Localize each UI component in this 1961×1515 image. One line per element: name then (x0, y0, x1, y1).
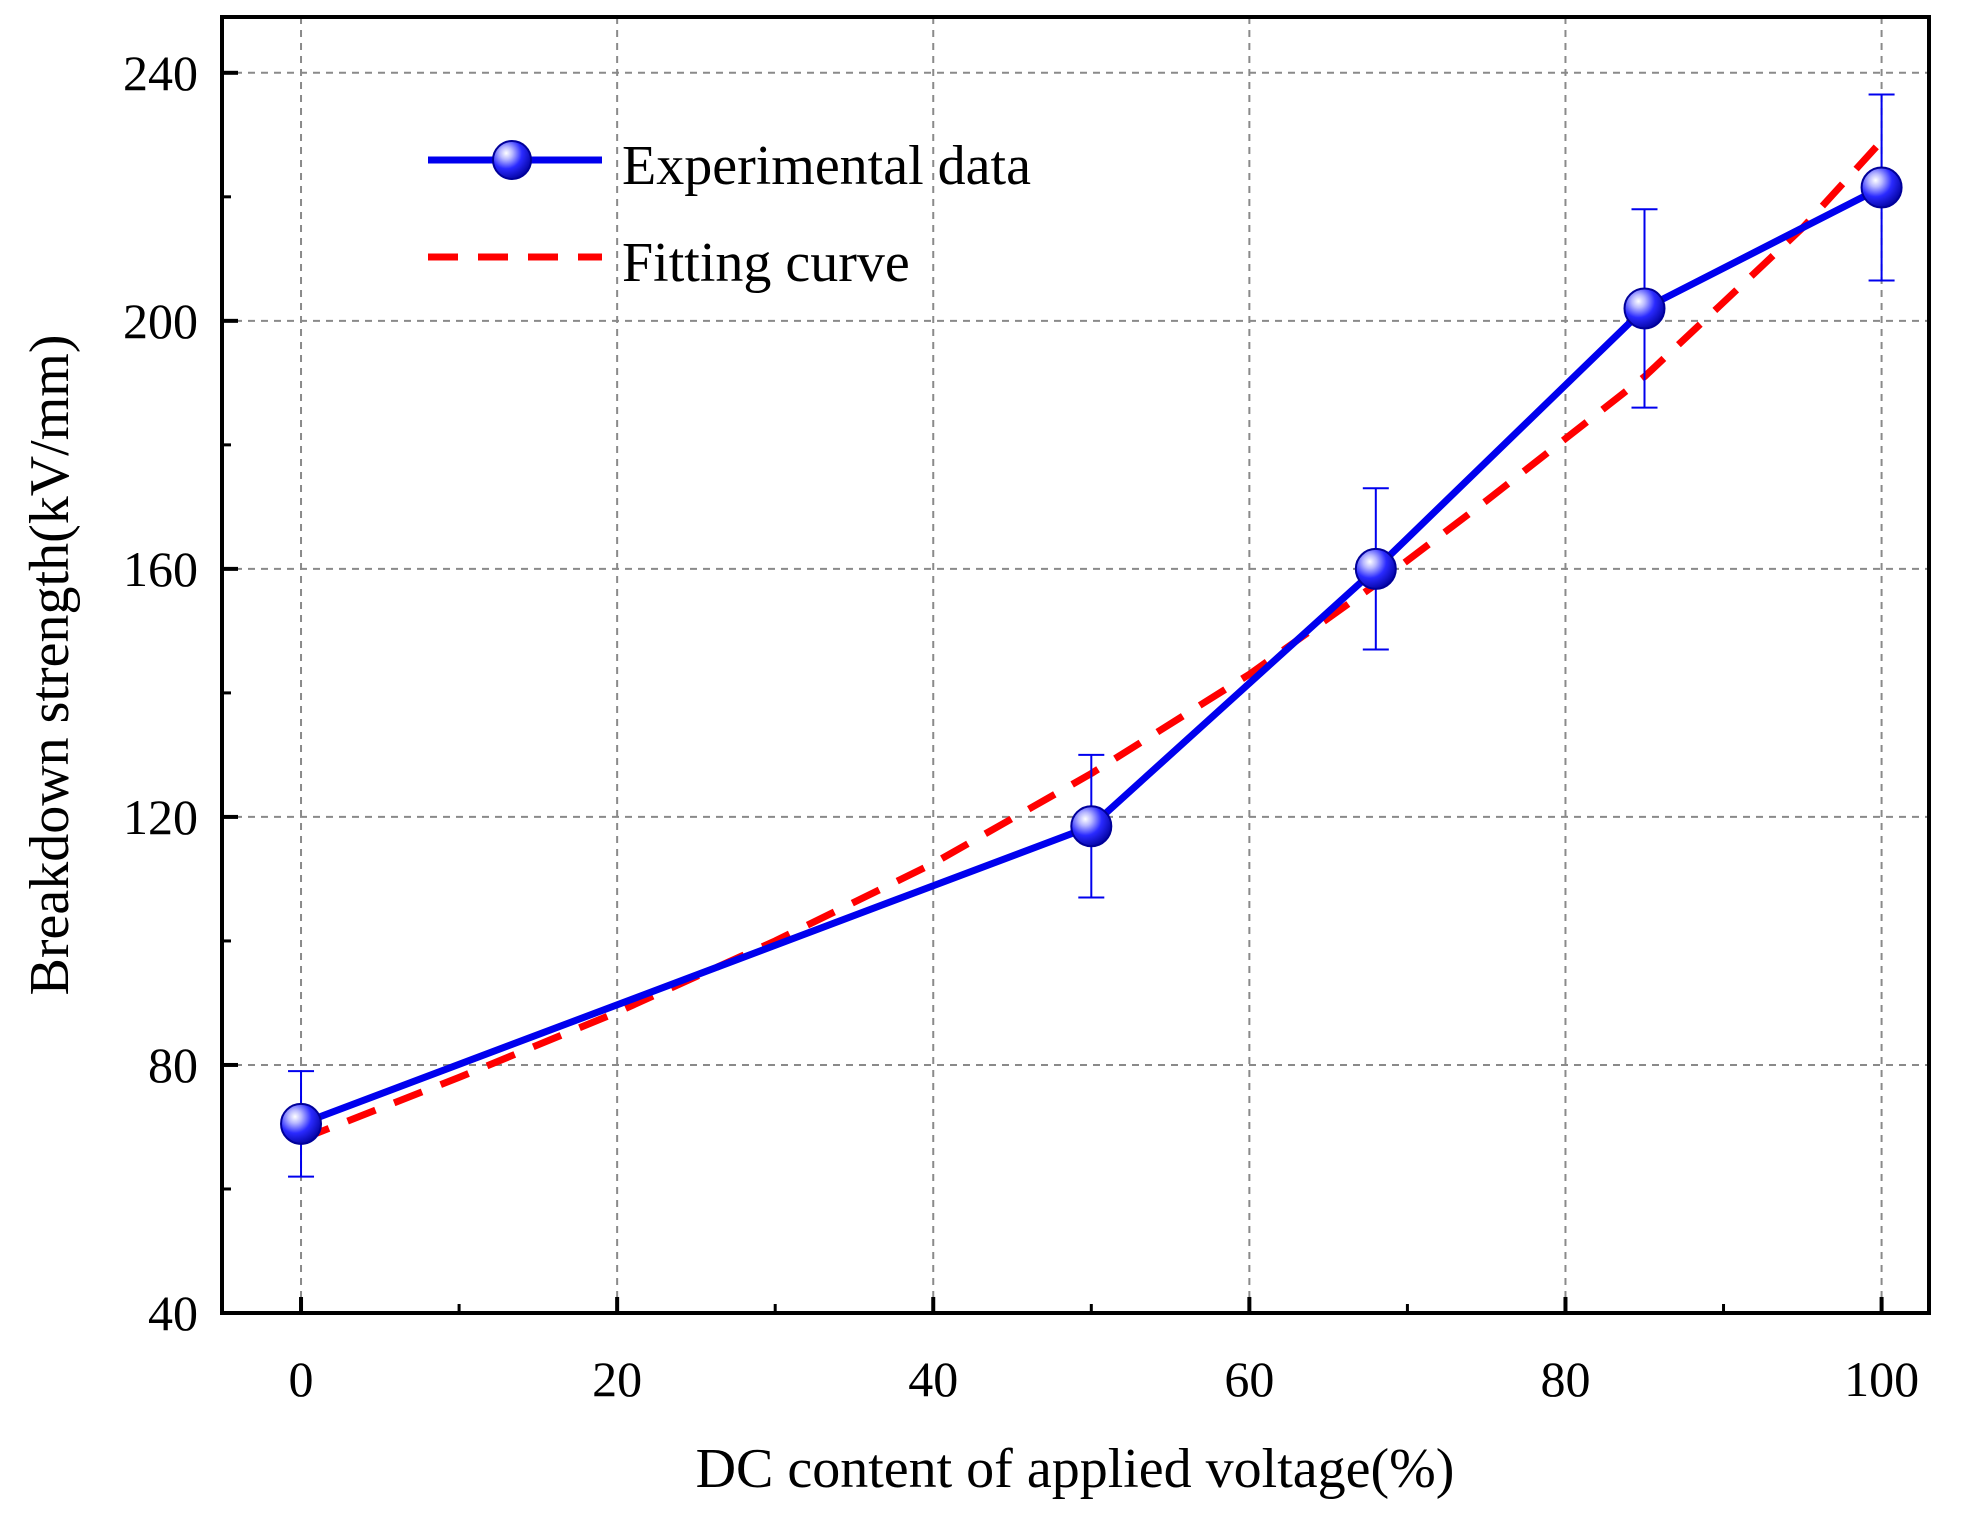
x-axis-title: DC content of applied voltage(%) (696, 1438, 1455, 1500)
y-tick-label: 120 (123, 789, 198, 845)
y-tick-label: 240 (123, 45, 198, 101)
y-axis-title: Breakdown strength(kV/mm) (19, 335, 81, 996)
legend-experimental-marker (492, 140, 532, 180)
fitting-curve-line (299, 138, 1885, 1143)
y-tick-label: 200 (123, 293, 198, 349)
data-point-marker (1623, 287, 1666, 330)
grid-lines (222, 17, 1929, 1313)
y-tick-label: 80 (148, 1037, 198, 1093)
x-tick-label: 80 (1540, 1351, 1590, 1407)
x-tick-label: 40 (908, 1351, 958, 1407)
data-point-marker (280, 1102, 323, 1145)
legend: Experimental data Fitting curve (428, 135, 1031, 294)
x-tick-label: 20 (592, 1351, 642, 1407)
markers (280, 93, 1903, 1178)
legend-experimental-label: Experimental data (622, 135, 1031, 197)
x-tick-label: 100 (1844, 1351, 1919, 1407)
x-tick-label: 60 (1224, 1351, 1274, 1407)
axes: 0 20 40 60 80 100 40 80 120 160 200 240 (123, 45, 1919, 1407)
data-point-marker (1070, 805, 1113, 848)
legend-fitting-label: Fitting curve (622, 232, 910, 294)
data-point-marker (1354, 547, 1397, 590)
plot-frame (220, 15, 1931, 1315)
data-point-marker (1860, 166, 1903, 209)
x-tick-label: 0 (289, 1351, 314, 1407)
y-tick-label: 160 (123, 541, 198, 597)
y-tick-label: 40 (148, 1285, 198, 1341)
